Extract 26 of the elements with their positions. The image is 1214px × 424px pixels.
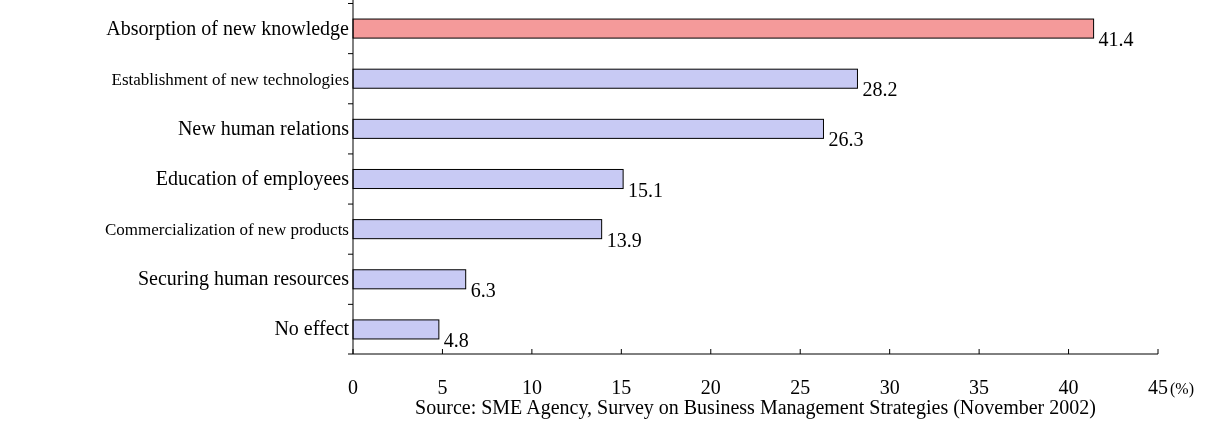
data-label: 26.3 bbox=[828, 128, 864, 151]
x-tick-label: 0 bbox=[348, 376, 358, 398]
y-tick-label: No effect bbox=[274, 317, 350, 340]
y-tick-label: Establishment of new technologies bbox=[111, 69, 349, 89]
y-tick-label: New human relations bbox=[177, 116, 350, 139]
x-tick-label: 25 bbox=[790, 376, 811, 398]
x-tick-label: 45 bbox=[1148, 376, 1168, 398]
y-tick-label: Commercialization of new products bbox=[104, 220, 349, 240]
x-axis-title: (%) bbox=[1170, 380, 1194, 398]
data-label: 28.2 bbox=[862, 78, 898, 101]
data-label: 13.9 bbox=[606, 228, 642, 251]
source-note: Source: SME Agency, Survey on Business Management Strategies (November 2002) bbox=[415, 396, 1096, 419]
x-tick-label: 20 bbox=[700, 376, 721, 398]
x-tick-label: 35 bbox=[969, 376, 990, 398]
x-tick-label: 30 bbox=[879, 376, 900, 398]
x-tick-label: 15 bbox=[611, 376, 632, 398]
x-tick-label: 5 bbox=[437, 376, 448, 398]
y-tick-label: Securing human resources bbox=[137, 267, 350, 291]
y-tick-label: Absorption of new knowledge bbox=[106, 16, 350, 40]
y-tick-label: Education of employees bbox=[155, 167, 350, 190]
data-label: 6.3 bbox=[470, 278, 496, 301]
data-label: 15.1 bbox=[628, 178, 664, 201]
data-label: 41.4 bbox=[1098, 28, 1134, 51]
x-tick-label: 10 bbox=[521, 376, 542, 398]
x-tick-label: 40 bbox=[1058, 376, 1079, 398]
data-label: 4.8 bbox=[443, 328, 469, 351]
